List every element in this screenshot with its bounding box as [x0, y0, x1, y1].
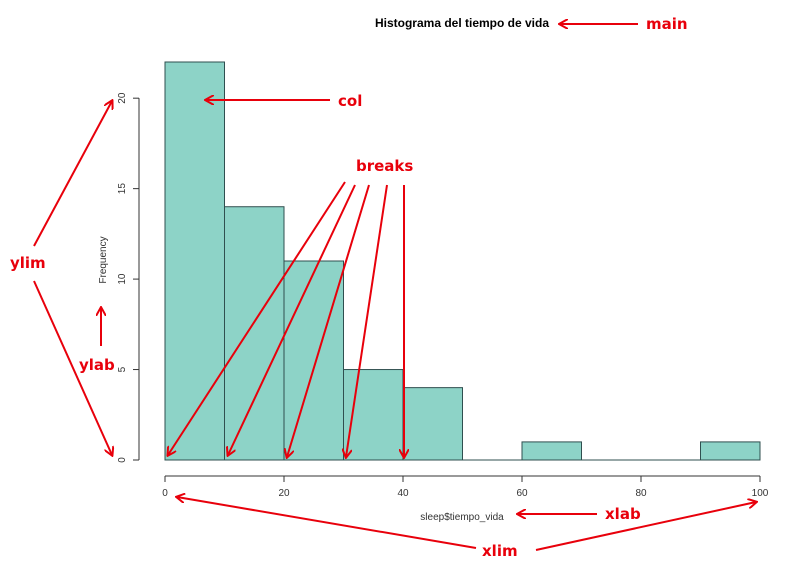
histogram-bar-10-20	[224, 206, 285, 461]
x-tick-label: 60	[516, 488, 528, 499]
y-tick-label: 0	[117, 457, 128, 463]
y-tick-label: 20	[117, 92, 128, 104]
x-tick-label: 0	[162, 488, 168, 499]
histogram-bar-90-100	[700, 441, 761, 461]
y-tick-label: 15	[117, 183, 128, 195]
arrow-xlim-left	[177, 497, 477, 549]
histogram-bar-20-30	[283, 260, 344, 461]
bars-group	[164, 61, 761, 461]
y-tick-label: 5	[117, 366, 128, 372]
arrow-ylim-bottom	[33, 280, 112, 455]
x-tick-label: 40	[397, 488, 409, 499]
arrow-ylim-top	[33, 101, 112, 247]
histogram-bar-40-50	[402, 387, 463, 461]
histogram-bar-30-40	[343, 369, 404, 461]
x-tick-label: 20	[278, 488, 290, 499]
arrow-breaks-10	[228, 184, 356, 455]
x-tick-label: 80	[635, 488, 647, 499]
annotation-col: col	[338, 92, 362, 110]
y-axis-label: Frequency	[98, 236, 109, 283]
arrow-breaks-30	[346, 184, 388, 457]
arrow-breaks-0	[168, 181, 346, 455]
annotation-main: main	[646, 15, 688, 33]
annotation-ylim: ylim	[10, 254, 46, 272]
annotation-ylab: ylab	[79, 356, 115, 374]
arrow-breaks-20	[287, 184, 370, 457]
annotation-xlab: xlab	[605, 505, 641, 523]
x-axis: 0 20 40 60 80 100	[162, 475, 769, 499]
histogram-bar-0-10	[164, 61, 225, 461]
arrow-xlim-right	[535, 502, 756, 551]
annotation-xlim: xlim	[482, 542, 518, 560]
y-axis: 0 5 10 15 20	[117, 92, 140, 463]
annotation-breaks: breaks	[356, 157, 413, 175]
annotation-arrows	[33, 24, 756, 551]
x-tick-label: 100	[752, 488, 769, 499]
chart-title: Histograma del tiempo de vida	[375, 16, 549, 30]
histogram-bar-60-70	[521, 441, 582, 461]
y-tick-label: 10	[117, 273, 128, 285]
x-axis-label: sleep$tiempo_vida	[420, 512, 504, 523]
